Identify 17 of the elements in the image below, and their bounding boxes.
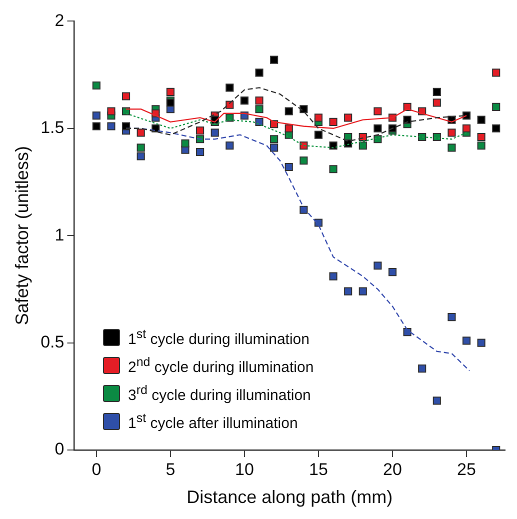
y-axis-title: Safety factor (unitless) xyxy=(12,146,32,326)
x-tick-label: 0 xyxy=(92,460,102,479)
x-tick-label: 10 xyxy=(235,460,254,479)
y-tick-label: 1.5 xyxy=(40,118,64,138)
legend-label: 3$^{rd}$ cycle during illumination xyxy=(128,382,311,406)
y-tick-label: 1 xyxy=(54,225,64,244)
x-tick-label: 20 xyxy=(383,460,402,479)
x-tick-label: 25 xyxy=(457,460,476,479)
y-tick-label: 0 xyxy=(54,440,64,459)
legend-label: 1$^{st}$ cycle after illumination xyxy=(128,410,298,434)
legend-label: 1$^{st}$ cycle during illumination xyxy=(128,326,310,350)
y-tick-label: 2 xyxy=(54,10,64,30)
x-tick-label: 5 xyxy=(166,460,176,479)
legend-label: 2$^{nd}$ cycle during illumination xyxy=(128,354,314,378)
x-tick-label: 15 xyxy=(309,460,328,479)
x-axis-title: Distance along path (mm) xyxy=(186,487,393,508)
y-tick-label: 0.5 xyxy=(40,332,64,352)
